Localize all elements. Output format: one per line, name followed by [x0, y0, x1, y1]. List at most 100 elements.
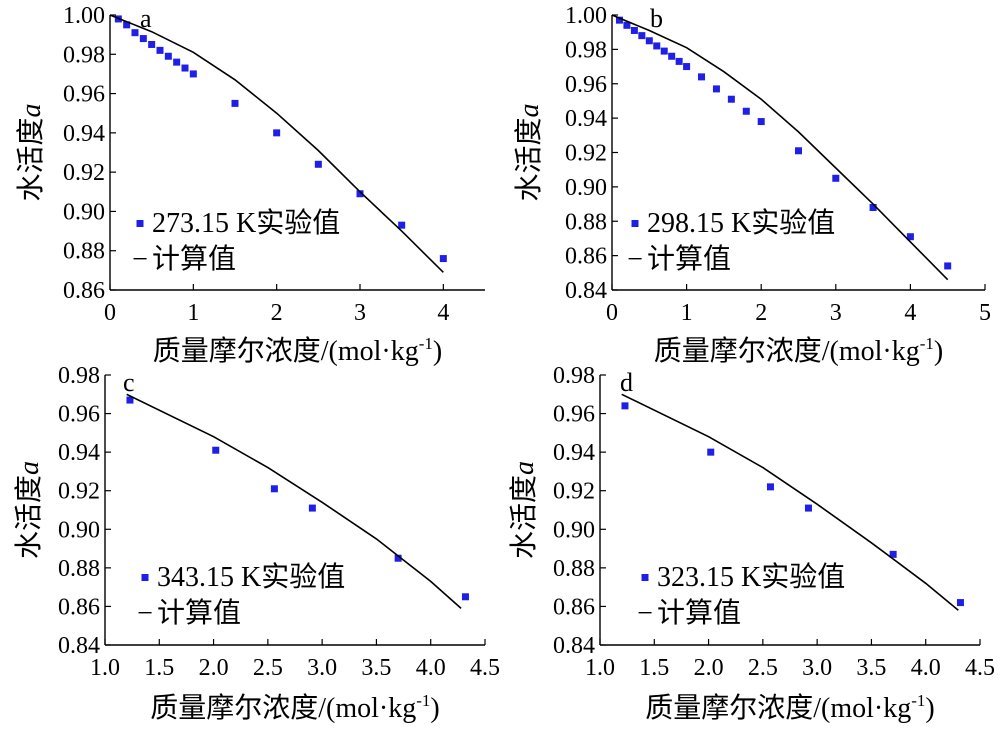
panel-letter: b [650, 4, 663, 33]
calc-curve [126, 393, 462, 609]
y-tick-label: 0.86 [58, 594, 100, 620]
x-axis-title-superscript: -1 [419, 334, 433, 353]
x-tick-label: 3.0 [802, 655, 832, 681]
y-tick-label: 0.92 [553, 479, 595, 505]
x-axis-title-text: 质量摩尔浓度/(mol·kg [654, 335, 920, 367]
legend-marker-experimental [141, 574, 149, 581]
x-tick-label: 2 [271, 300, 283, 326]
y-tick-label: 0.96 [565, 72, 607, 98]
data-point [707, 448, 715, 456]
y-tick-label: 0.96 [63, 82, 105, 108]
x-tick-label: 4.0 [416, 655, 446, 681]
y-tick-label: 0.84 [565, 278, 607, 304]
data-point [308, 504, 316, 512]
data-point [757, 118, 765, 126]
y-tick-label: 0.98 [63, 42, 105, 68]
y-axis-title: 水活度a [508, 461, 540, 559]
y-tick-label: 0.98 [58, 363, 100, 389]
y-tick-label: 0.88 [63, 239, 105, 265]
y-tick-label: 0.92 [58, 479, 100, 505]
data-point [314, 160, 322, 168]
y-axis-title: 水活度a [513, 103, 545, 201]
x-tick-label: 1.0 [585, 655, 615, 681]
data-point [727, 95, 735, 103]
data-point [668, 52, 676, 60]
x-tick-label: 2.0 [199, 655, 229, 681]
y-tick-label: 0.88 [553, 556, 595, 582]
data-point [398, 221, 406, 229]
x-tick-label: 1 [187, 300, 199, 326]
y-tick-label: 0.86 [565, 244, 607, 270]
x-tick-label: 2.5 [253, 655, 283, 681]
data-point [645, 37, 653, 45]
data-point [742, 107, 750, 115]
legend-label-calculated: 计算值 [647, 243, 731, 275]
y-tick-label: 0.86 [63, 278, 105, 304]
x-tick-label: 1.5 [639, 655, 669, 681]
legend-label-experimental: 298.15 K实验值 [647, 207, 835, 239]
data-point [123, 21, 131, 29]
x-tick-label: 4.5 [470, 655, 500, 681]
data-point [173, 58, 181, 66]
x-tick-label: 4.0 [911, 655, 941, 681]
panel-b: 0 1 2 3 4 5 0.84 0.86 0.88 0.90 0.92 0.94 0.96 0.98 1.… [513, 3, 991, 367]
x-axis-title: 质量摩尔浓度/(mol·kg-1) [654, 334, 944, 367]
x-axis-title-text: 质量摩尔浓度/(mol·kg [153, 335, 419, 367]
data-point [181, 64, 189, 72]
data-point [231, 99, 239, 107]
data-point [126, 396, 134, 404]
data-point [795, 147, 802, 155]
y-axis-title-text: 水活度 [508, 475, 540, 559]
x-tick-label: 3 [354, 300, 366, 326]
data-point [270, 485, 278, 493]
panel-d: 1.0 1.5 2.0 2.5 3.0 3.5 4.0 4.5 0.84 0.86 0.88 0.90… [508, 363, 995, 724]
x-tick-label: 0 [606, 300, 618, 326]
x-tick-label: 5 [979, 300, 991, 326]
y-axis-title-symbol: a [14, 461, 45, 475]
y-tick-label: 0.86 [553, 594, 595, 620]
y-tick-label: 0.90 [553, 517, 595, 543]
y-tick-label: 0.90 [58, 517, 100, 543]
y-axis-title-text: 水活度 [13, 475, 45, 559]
x-axis-title: 质量摩尔浓度/(mol·kg-1) [153, 334, 443, 367]
data-point [189, 70, 197, 78]
y-axis-title-symbol: a [514, 103, 545, 117]
data-point [766, 483, 774, 491]
data-point [615, 16, 623, 24]
data-point [356, 190, 364, 198]
y-tick-label: 0.96 [553, 402, 595, 428]
data-point [889, 550, 897, 558]
legend-label-experimental: 323.15 K实验值 [657, 561, 845, 593]
y-tick-label: 0.98 [565, 37, 607, 63]
y-tick-label: 1.00 [565, 3, 607, 29]
legend-marker-experimental [631, 220, 639, 227]
x-axis-title-text: 质量摩尔浓度/(mol·kg [150, 692, 416, 724]
y-tick-label: 0.96 [58, 402, 100, 428]
calc-curve [611, 14, 949, 281]
y-tick-label: 0.98 [553, 363, 595, 389]
data-point [804, 504, 812, 512]
x-axis-title: 质量摩尔浓度/(mol·kg-1) [150, 691, 440, 724]
y-tick-label: 1.00 [63, 3, 105, 29]
legend-marker-experimental [641, 574, 649, 581]
data-point [273, 129, 281, 137]
legend-marker-calculated: − [627, 244, 643, 275]
y-tick-label: 0.94 [553, 440, 595, 466]
x-tick-label: 4.5 [965, 655, 995, 681]
x-axis-title-suffix: ) [430, 693, 439, 724]
y-tick-label: 0.84 [58, 633, 100, 659]
legend-marker-calculated: − [132, 244, 148, 275]
data-point [623, 21, 631, 29]
legend-marker-experimental [136, 220, 144, 227]
data-point [164, 52, 172, 60]
data-point [139, 35, 147, 43]
panel-a: 0 1 2 3 40.860.880.900.920.940.960.981.00 a水活… [15, 3, 485, 367]
data-point [156, 46, 164, 54]
y-tick-label: 0.92 [63, 160, 105, 186]
x-tick-label: 3.5 [361, 655, 391, 681]
x-axis-title-suffix: ) [934, 336, 943, 367]
y-axis-title: 水活度a [15, 103, 47, 201]
y-tick-label: 0.84 [553, 633, 595, 659]
data-point [630, 26, 638, 34]
x-tick-label: 0 [104, 300, 116, 326]
